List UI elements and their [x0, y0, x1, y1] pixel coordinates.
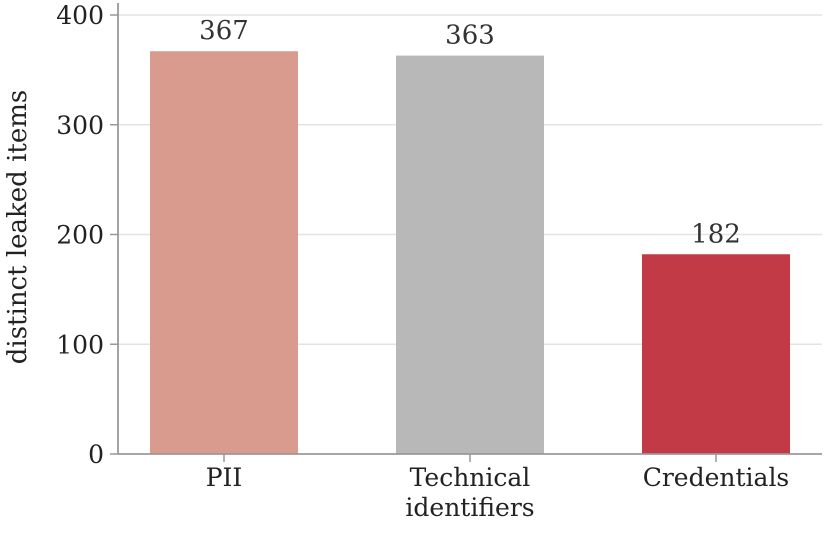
bars	[150, 51, 790, 455]
y-tick-label: 200	[56, 221, 104, 250]
bar	[642, 254, 790, 454]
labels: 0 100 200 300 400 367 PII 363 Technical identifie…	[56, 1, 789, 522]
data-label: 363	[445, 21, 495, 51]
y-tick-label: 300	[56, 111, 104, 140]
x-tick-label: Technical identifiers	[405, 463, 534, 522]
data-label: 182	[691, 219, 741, 249]
x-tick-label: PII	[206, 463, 243, 492]
y-axis-title: distinct leaked items	[3, 90, 33, 365]
axes	[110, 3, 822, 462]
y-tick-label: 100	[56, 330, 104, 359]
bar	[150, 51, 298, 454]
x-tick-label: Credentials	[643, 463, 790, 492]
data-label: 367	[199, 16, 249, 46]
y-tick-label: 400	[56, 1, 104, 30]
y-tick-label: 0	[88, 440, 104, 469]
bar	[396, 55, 544, 455]
